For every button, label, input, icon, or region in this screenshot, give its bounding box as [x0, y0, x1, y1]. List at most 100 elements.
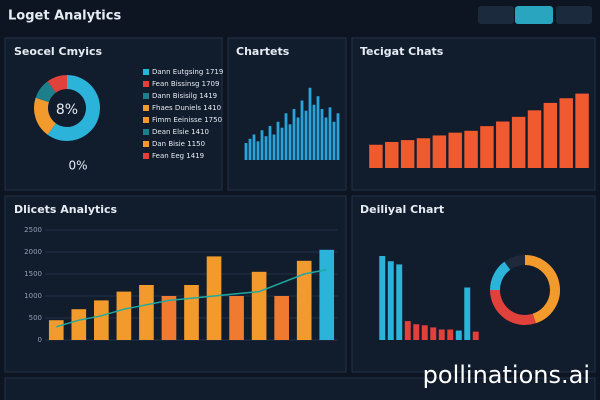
bar: [248, 138, 252, 160]
trend-line: [56, 268, 327, 328]
bar: [404, 321, 411, 340]
bar: [319, 249, 335, 340]
legend-label: Fean Eeg 1419: [152, 152, 204, 160]
bar: [496, 121, 510, 168]
bar: [284, 113, 288, 160]
donut-segment: [34, 97, 57, 135]
bar: [161, 296, 177, 340]
bar: [464, 130, 478, 168]
bar: [455, 330, 462, 340]
bar: [206, 256, 222, 340]
bar: [387, 261, 394, 340]
legend-swatch: [143, 129, 149, 135]
panel: [4, 195, 347, 373]
y-tick-label: 500: [29, 314, 42, 322]
bar: [48, 320, 64, 340]
watermark: pollinations.ai: [423, 361, 590, 389]
bar: [400, 140, 415, 168]
donut-segment: [47, 75, 100, 141]
y-tick-label: 2000: [24, 248, 42, 256]
panel: [4, 377, 596, 400]
bar: [229, 296, 244, 340]
bar: [256, 141, 260, 160]
panel-title: Tecigat Chats: [360, 45, 444, 58]
bar: [268, 126, 272, 160]
donut-segment: [524, 255, 560, 324]
bar: [139, 285, 154, 340]
legend-label: Fimm Eeinisse 1750: [152, 116, 222, 124]
bar: [336, 113, 340, 160]
legend-swatch: [143, 153, 149, 159]
button[interactable]: [515, 6, 553, 24]
bar: [575, 93, 589, 168]
bar: [472, 331, 479, 340]
bar: [252, 134, 256, 160]
legend-swatch: [143, 117, 149, 123]
panel-title: Chartets: [236, 45, 290, 58]
bar: [527, 110, 542, 168]
donut-segment: [47, 75, 68, 93]
bar: [559, 98, 573, 168]
bar: [184, 285, 199, 340]
y-tick-label: 1000: [24, 292, 42, 300]
bar: [264, 136, 268, 160]
panel-title: Dlicets Analytics: [14, 203, 118, 216]
legend-label: Dean Elsie 1410: [152, 128, 209, 136]
bar: [244, 143, 248, 160]
legend-label: Fean Bissinsg 1709: [152, 80, 219, 88]
donut-sub-label: 0%: [68, 159, 87, 173]
legend-swatch: [143, 81, 149, 87]
bar: [421, 325, 428, 340]
legend-swatch: [143, 69, 149, 75]
legend-swatch: [143, 141, 149, 147]
bar: [276, 121, 280, 160]
bar: [312, 104, 316, 160]
bar: [413, 324, 420, 340]
bar: [308, 87, 312, 160]
bar: [369, 144, 383, 168]
bar: [430, 327, 437, 340]
bar: [316, 96, 320, 160]
button[interactable]: [478, 6, 514, 24]
panel-title: Seocel Cmyics: [14, 45, 103, 58]
bar: [328, 107, 332, 160]
y-tick-label: 1500: [24, 270, 42, 278]
y-tick-label: 0: [38, 336, 42, 344]
y-tick-label: 2500: [24, 226, 42, 234]
legend-label: Dann Eutgsing 1719: [152, 68, 223, 76]
donut-segment: [504, 255, 526, 270]
bar: [438, 329, 445, 340]
bar: [511, 116, 526, 168]
bar: [71, 309, 87, 340]
bar: [304, 110, 308, 160]
bar: [288, 124, 292, 160]
bar: [251, 271, 267, 340]
bar: [385, 141, 399, 168]
bar: [448, 132, 462, 168]
donut-center-label: 8%: [56, 102, 78, 118]
bar: [480, 126, 494, 168]
bar: [332, 121, 336, 160]
bar: [379, 256, 386, 340]
legend-swatch: [143, 105, 149, 111]
bar: [464, 287, 471, 340]
bar: [272, 134, 276, 160]
donut-segment: [35, 81, 57, 103]
bar: [116, 291, 132, 340]
bar: [274, 296, 289, 340]
bar: [300, 100, 304, 160]
bar: [396, 264, 403, 340]
bar: [292, 109, 296, 160]
bar: [296, 117, 300, 160]
bar: [280, 127, 284, 160]
bar: [296, 260, 312, 340]
donut-segment: [490, 289, 536, 325]
bar: [416, 138, 431, 168]
bar: [94, 300, 109, 340]
bar: [320, 109, 324, 160]
legend-swatch: [143, 93, 149, 99]
button[interactable]: [556, 6, 592, 24]
bar: [260, 130, 264, 160]
legend-label: Dan Bisie 1150: [152, 140, 205, 148]
